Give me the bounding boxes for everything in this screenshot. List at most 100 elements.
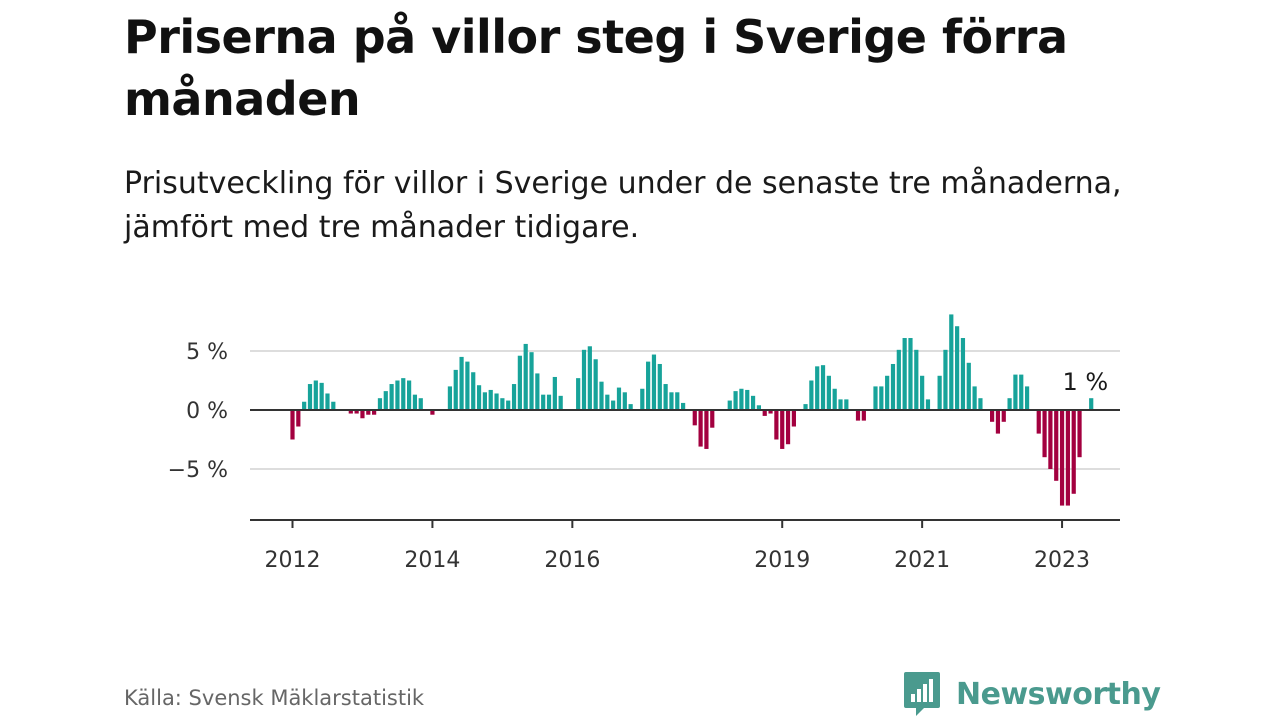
- bar: [640, 388, 645, 410]
- bar: [430, 410, 435, 415]
- bar: [902, 338, 907, 410]
- bar: [366, 410, 371, 415]
- x-tick-label: 2021: [894, 548, 950, 573]
- y-tick-label: 5 %: [186, 340, 228, 365]
- bar: [1077, 410, 1082, 458]
- bar: [360, 410, 365, 419]
- bar: [319, 382, 324, 410]
- bar: [937, 375, 942, 410]
- bar: [1036, 410, 1041, 434]
- bar: [407, 380, 412, 410]
- bar: [896, 349, 901, 410]
- bar: [459, 356, 464, 410]
- bar: [855, 410, 861, 421]
- bar: [663, 384, 668, 410]
- bar-chart: 5 % 0 % −5 % 2012 2014 2016 2019 2021 2023 1 %: [168, 314, 1120, 573]
- bar: [1048, 410, 1053, 469]
- bar: [628, 404, 633, 410]
- bar: [704, 410, 709, 449]
- bar: [681, 402, 686, 410]
- bar: [756, 405, 761, 410]
- bar: [838, 399, 843, 410]
- bar: [820, 365, 826, 410]
- bar: [599, 381, 604, 410]
- bar: [1054, 410, 1059, 481]
- bar: [482, 392, 487, 410]
- bar: [949, 314, 954, 410]
- bar: [290, 410, 295, 440]
- bar: [476, 385, 482, 410]
- bar: [389, 384, 394, 410]
- bar: [558, 395, 563, 410]
- bar: [325, 393, 330, 410]
- bar: [861, 410, 866, 421]
- bar: [762, 410, 767, 416]
- brand[interactable]: Newsworthy: [902, 670, 1161, 718]
- bar: [914, 349, 919, 410]
- bar: [453, 369, 458, 410]
- bar: [832, 388, 837, 410]
- bar: [710, 410, 715, 428]
- bar: [890, 363, 896, 410]
- bar: [418, 398, 423, 410]
- bar: [879, 386, 884, 410]
- bar: [815, 366, 820, 410]
- bar: [377, 398, 383, 410]
- bar: [646, 361, 651, 410]
- bar: [616, 387, 622, 410]
- bar: [302, 401, 307, 410]
- bar: [1071, 410, 1076, 494]
- bar: [500, 398, 505, 410]
- bar: [925, 399, 931, 410]
- bar: [372, 410, 377, 415]
- bar: [750, 395, 756, 410]
- bar: [611, 400, 616, 410]
- bar: [990, 410, 995, 422]
- bar: [471, 372, 476, 410]
- bar: [552, 376, 557, 410]
- bar: [1007, 398, 1012, 410]
- bar: [920, 375, 925, 410]
- bar: [908, 338, 913, 410]
- y-tick-label: −5 %: [168, 458, 228, 483]
- bar: [966, 362, 971, 410]
- bar: [885, 375, 890, 410]
- bar: [774, 410, 779, 440]
- bar: [576, 378, 581, 410]
- bar: [978, 398, 983, 410]
- chart-title: Priserna på villor steg i Sverige förra …: [124, 10, 1068, 126]
- bar: [1024, 386, 1030, 410]
- bar: [675, 392, 680, 410]
- bar: [348, 410, 353, 414]
- brand-name: Newsworthy: [956, 676, 1161, 712]
- bar: [692, 410, 697, 426]
- bar: [331, 401, 336, 410]
- bar: [541, 394, 546, 410]
- bar: [780, 410, 785, 449]
- y-tick-label: 0 %: [186, 399, 228, 424]
- bar: [651, 354, 657, 410]
- bar: [517, 355, 522, 410]
- chart-subtitle: Prisutveckling för villor i Sverige unde…: [124, 166, 1122, 245]
- bar: [1089, 398, 1094, 410]
- bar: [943, 349, 948, 410]
- bar: [844, 399, 849, 410]
- bar: [494, 393, 499, 410]
- x-tick-label: 2016: [544, 548, 600, 573]
- bar: [412, 394, 418, 410]
- bar: [960, 338, 966, 410]
- bar: [1059, 410, 1065, 506]
- bar: [995, 410, 1001, 434]
- bar: [506, 400, 511, 410]
- bar: [955, 326, 960, 410]
- bar: [698, 410, 703, 447]
- bar: [826, 375, 831, 410]
- latest-value-label: 1 %: [1063, 368, 1109, 396]
- x-tick-label: 2019: [754, 548, 810, 573]
- bar: [1001, 410, 1006, 422]
- bar: [605, 394, 610, 410]
- bar: [529, 352, 534, 410]
- bar: [511, 384, 517, 410]
- bar: [873, 386, 878, 410]
- bar: [727, 400, 732, 410]
